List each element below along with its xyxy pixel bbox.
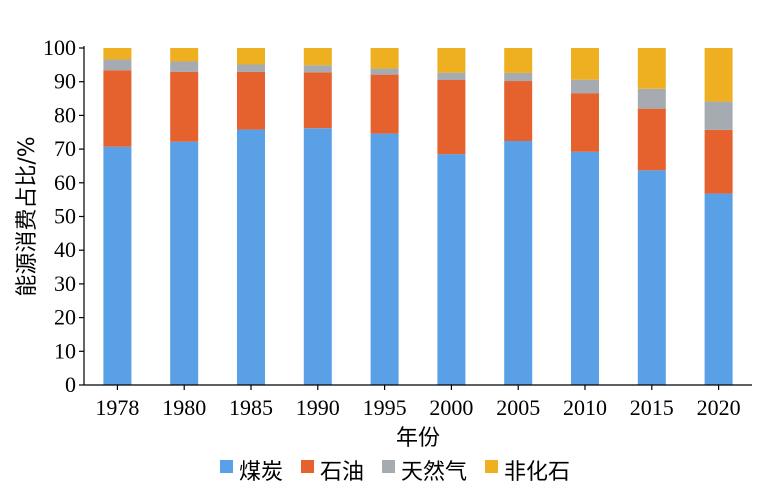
x-tick-label-1985: 1985 bbox=[229, 395, 273, 420]
bar-segment-2010-s3 bbox=[571, 48, 599, 80]
bar-segment-2015-s0 bbox=[637, 170, 666, 385]
bar-segment-2015-s3 bbox=[637, 48, 666, 89]
legend-label-1: 石油 bbox=[320, 460, 364, 485]
bar-segment-1980-s2 bbox=[170, 61, 199, 72]
bar-segment-1978-s2 bbox=[103, 59, 132, 71]
legend-swatch-2 bbox=[382, 460, 395, 473]
bar-segment-1990-s0 bbox=[303, 128, 332, 385]
bar-segment-1978-s3 bbox=[103, 48, 132, 60]
bar-segment-2000-s0 bbox=[437, 154, 466, 385]
x-tick-label-1995: 1995 bbox=[363, 395, 407, 420]
x-tick-label-2010: 2010 bbox=[563, 395, 607, 420]
bar-segment-2005-s3 bbox=[504, 48, 533, 73]
x-ticks-group: 1978 1980 1985 1990 1995 2000 2005 2010 2015 2020 bbox=[95, 385, 741, 420]
bar-segment-1995-s1 bbox=[370, 74, 399, 134]
bar-segment-1978-s1 bbox=[103, 70, 132, 147]
x-tick-label-2000: 2000 bbox=[429, 395, 473, 420]
bar-segment-1990-s1 bbox=[303, 72, 332, 129]
bar-segment-2015-s1 bbox=[637, 108, 666, 171]
y-tick-label-30: 30 bbox=[54, 271, 76, 296]
y-tick-label-100: 100 bbox=[43, 35, 76, 60]
bar-segment-1980-s0 bbox=[170, 141, 199, 385]
x-tick-label-1990: 1990 bbox=[296, 395, 340, 420]
bar-segment-2020-s0 bbox=[704, 193, 733, 385]
bar-segment-2005-s2 bbox=[504, 72, 533, 82]
x-tick-label-2005: 2005 bbox=[496, 395, 540, 420]
bar-segment-1990-s2 bbox=[303, 65, 332, 73]
bar-segment-1980-s1 bbox=[170, 71, 199, 142]
x-tick-label-2015: 2015 bbox=[630, 395, 674, 420]
legend: 煤炭 石油 天然气 非化石 bbox=[220, 460, 570, 485]
y-tick-label-0: 0 bbox=[65, 372, 76, 397]
y-tick-label-20: 20 bbox=[54, 305, 76, 330]
bar-segment-2020-s1 bbox=[704, 129, 733, 194]
bar-segment-1995-s3 bbox=[370, 48, 399, 69]
bar-segment-2000-s2 bbox=[437, 72, 466, 81]
x-tick-label-2020: 2020 bbox=[697, 395, 741, 420]
y-tick-label-50: 50 bbox=[54, 204, 76, 229]
legend-label-2: 天然气 bbox=[401, 460, 467, 485]
y-ticks-group: 0 10 20 30 40 50 60 70 80 90 100 bbox=[43, 35, 84, 397]
bar-segment-2010-s0 bbox=[571, 151, 599, 385]
x-axis-title: 年份 bbox=[396, 426, 440, 451]
y-tick-label-90: 90 bbox=[54, 69, 76, 94]
bar-segment-1980-s3 bbox=[170, 48, 199, 62]
bar-segment-2005-s0 bbox=[504, 141, 533, 385]
x-tick-label-1980: 1980 bbox=[162, 395, 206, 420]
bar-segment-2010-s1 bbox=[571, 93, 599, 152]
bar-segment-2000-s3 bbox=[437, 48, 466, 73]
bar-segment-1995-s0 bbox=[370, 133, 399, 385]
bar-segment-2010-s2 bbox=[571, 79, 599, 94]
bar-segment-1990-s3 bbox=[303, 48, 332, 66]
y-axis-title: 能源消费占比/% bbox=[15, 136, 40, 296]
axes-group bbox=[83, 46, 752, 386]
bar-segment-2020-s3 bbox=[704, 48, 733, 102]
legend-swatch-3 bbox=[485, 460, 498, 473]
bar-segment-2005-s1 bbox=[504, 81, 533, 142]
bar-segment-2000-s1 bbox=[437, 80, 466, 155]
bar-segment-1985-s0 bbox=[237, 129, 265, 385]
bar-segment-1978-s0 bbox=[103, 146, 132, 385]
bar-segment-2020-s2 bbox=[704, 101, 733, 130]
y-tick-label-60: 60 bbox=[54, 170, 76, 195]
legend-swatch-0 bbox=[220, 460, 233, 473]
legend-label-3: 非化石 bbox=[504, 460, 570, 485]
bar-segment-1985-s1 bbox=[237, 71, 265, 130]
bar-segment-2015-s2 bbox=[637, 88, 666, 109]
y-tick-label-40: 40 bbox=[54, 237, 76, 262]
y-tick-label-70: 70 bbox=[54, 136, 76, 161]
y-tick-label-10: 10 bbox=[54, 338, 76, 363]
legend-label-0: 煤炭 bbox=[239, 460, 283, 485]
bars-group bbox=[103, 48, 733, 385]
x-tick-label-1978: 1978 bbox=[95, 395, 139, 420]
bar-segment-1985-s3 bbox=[237, 48, 265, 65]
legend-swatch-1 bbox=[301, 460, 314, 473]
bar-segment-1985-s2 bbox=[237, 64, 265, 72]
bar-segment-1995-s2 bbox=[370, 68, 399, 75]
y-tick-label-80: 80 bbox=[54, 102, 76, 127]
